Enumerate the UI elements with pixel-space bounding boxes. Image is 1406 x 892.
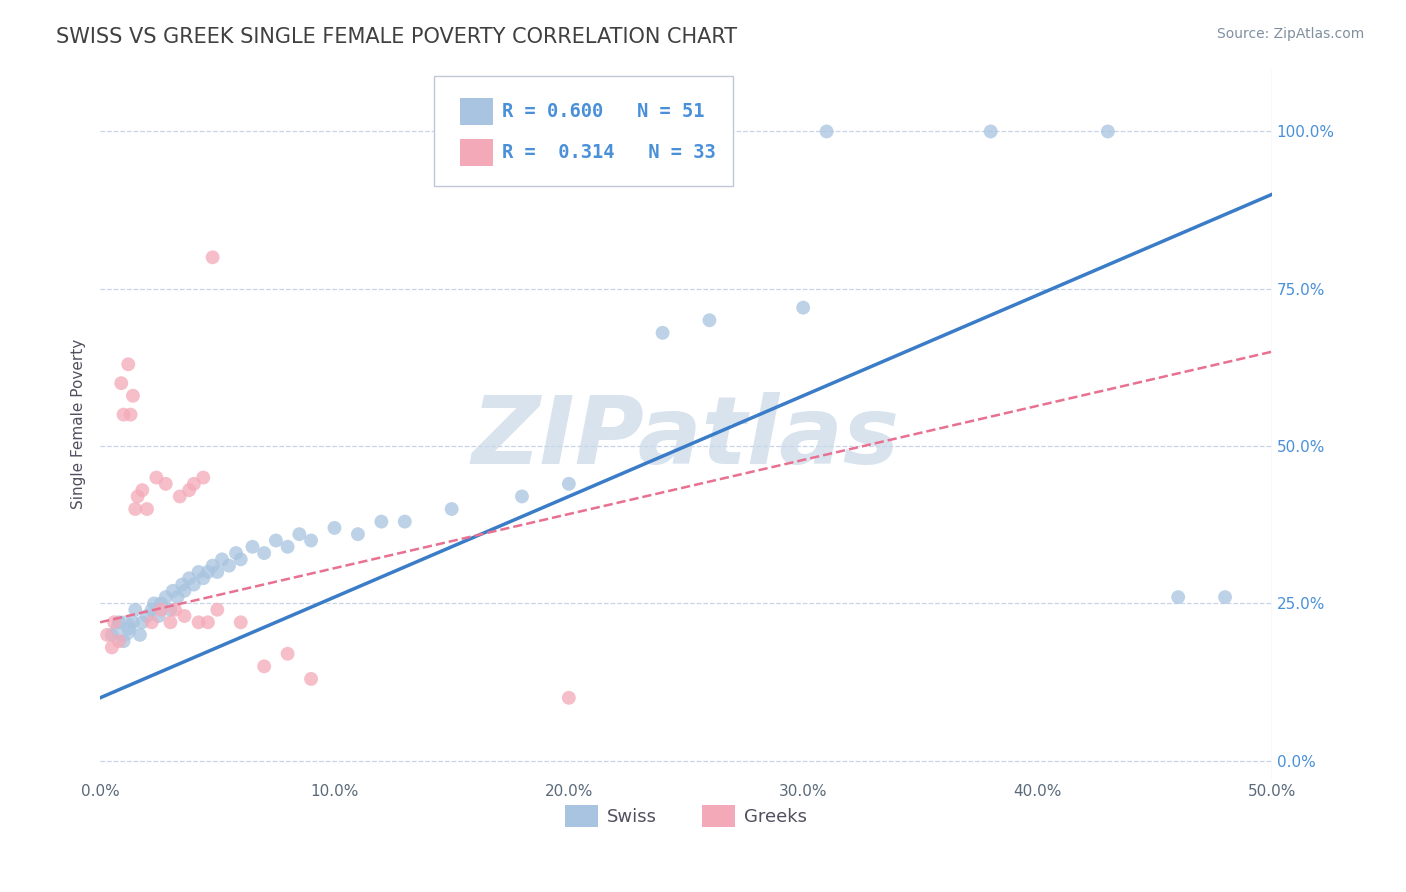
Point (197, 615, 219, 630)
Point (173, 609, 195, 624)
Point (394, 515, 416, 529)
Point (124, 502, 146, 516)
Point (193, 571, 215, 585)
Point (277, 540, 299, 554)
Point (207, 603, 229, 617)
Point (108, 634, 131, 648)
Text: ZIPatlas: ZIPatlas (472, 392, 900, 484)
Point (201, 250, 224, 264)
Point (172, 577, 194, 591)
Point (103, 615, 125, 630)
Point (792, 301, 814, 315)
Bar (460, 98, 492, 126)
Point (1167, 590, 1189, 604)
Text: R =  0.314   N = 33: R = 0.314 N = 33 (502, 143, 716, 162)
Point (225, 546, 247, 560)
Point (229, 552, 252, 566)
Point (129, 628, 152, 642)
Point (211, 552, 233, 566)
Point (815, 124, 838, 138)
Point (201, 558, 224, 573)
Point (155, 476, 177, 491)
Point (558, 690, 581, 705)
Point (347, 527, 370, 541)
Point (193, 470, 215, 484)
Point (264, 533, 287, 548)
Point (166, 590, 188, 604)
Point (96, 628, 118, 642)
Point (179, 571, 201, 585)
Point (101, 628, 124, 642)
Point (187, 565, 209, 579)
Point (150, 596, 173, 610)
Point (699, 313, 721, 327)
Point (112, 408, 135, 422)
Point (108, 615, 131, 630)
Point (440, 502, 463, 516)
Text: Source: ZipAtlas.com: Source: ZipAtlas.com (1216, 27, 1364, 41)
Point (117, 622, 139, 636)
Point (141, 615, 163, 630)
Point (183, 476, 205, 491)
Point (112, 634, 135, 648)
Point (197, 565, 219, 579)
Point (370, 515, 392, 529)
Point (131, 483, 153, 497)
Point (218, 558, 240, 573)
Point (1213, 590, 1236, 604)
Point (101, 640, 124, 655)
Point (187, 615, 209, 630)
Point (651, 326, 673, 340)
Y-axis label: Single Female Poverty: Single Female Poverty (72, 339, 86, 509)
Point (299, 533, 322, 548)
Point (127, 490, 149, 504)
Point (207, 565, 229, 579)
Point (253, 659, 276, 673)
Point (165, 603, 187, 617)
Text: SWISS VS GREEK SINGLE FEMALE POVERTY CORRELATION CHART: SWISS VS GREEK SINGLE FEMALE POVERTY COR… (56, 27, 737, 46)
Legend: Swiss, Greeks: Swiss, Greeks (558, 798, 814, 835)
Point (122, 615, 145, 630)
Point (143, 596, 166, 610)
Point (150, 603, 173, 617)
Point (141, 603, 163, 617)
Text: R = 0.600   N = 51: R = 0.600 N = 51 (502, 103, 704, 121)
Point (558, 476, 581, 491)
Point (159, 615, 181, 630)
Point (173, 583, 195, 598)
Point (169, 490, 191, 504)
Point (136, 609, 159, 624)
Bar (460, 139, 492, 166)
Point (229, 615, 252, 630)
Point (980, 124, 1002, 138)
FancyBboxPatch shape (434, 76, 733, 186)
Point (120, 408, 142, 422)
Point (122, 389, 145, 403)
Point (145, 470, 167, 484)
Point (277, 647, 299, 661)
Point (162, 583, 184, 598)
Point (136, 502, 159, 516)
Point (323, 521, 346, 535)
Point (148, 609, 170, 624)
Point (299, 672, 322, 686)
Point (1097, 124, 1119, 138)
Point (117, 357, 139, 371)
Point (253, 546, 276, 560)
Point (510, 490, 533, 504)
Point (242, 540, 264, 554)
Point (124, 603, 146, 617)
Point (131, 615, 153, 630)
Point (110, 376, 132, 391)
Point (112, 622, 135, 636)
Point (179, 483, 201, 497)
Point (159, 603, 181, 617)
Point (183, 577, 205, 591)
Point (288, 527, 311, 541)
Point (155, 590, 177, 604)
